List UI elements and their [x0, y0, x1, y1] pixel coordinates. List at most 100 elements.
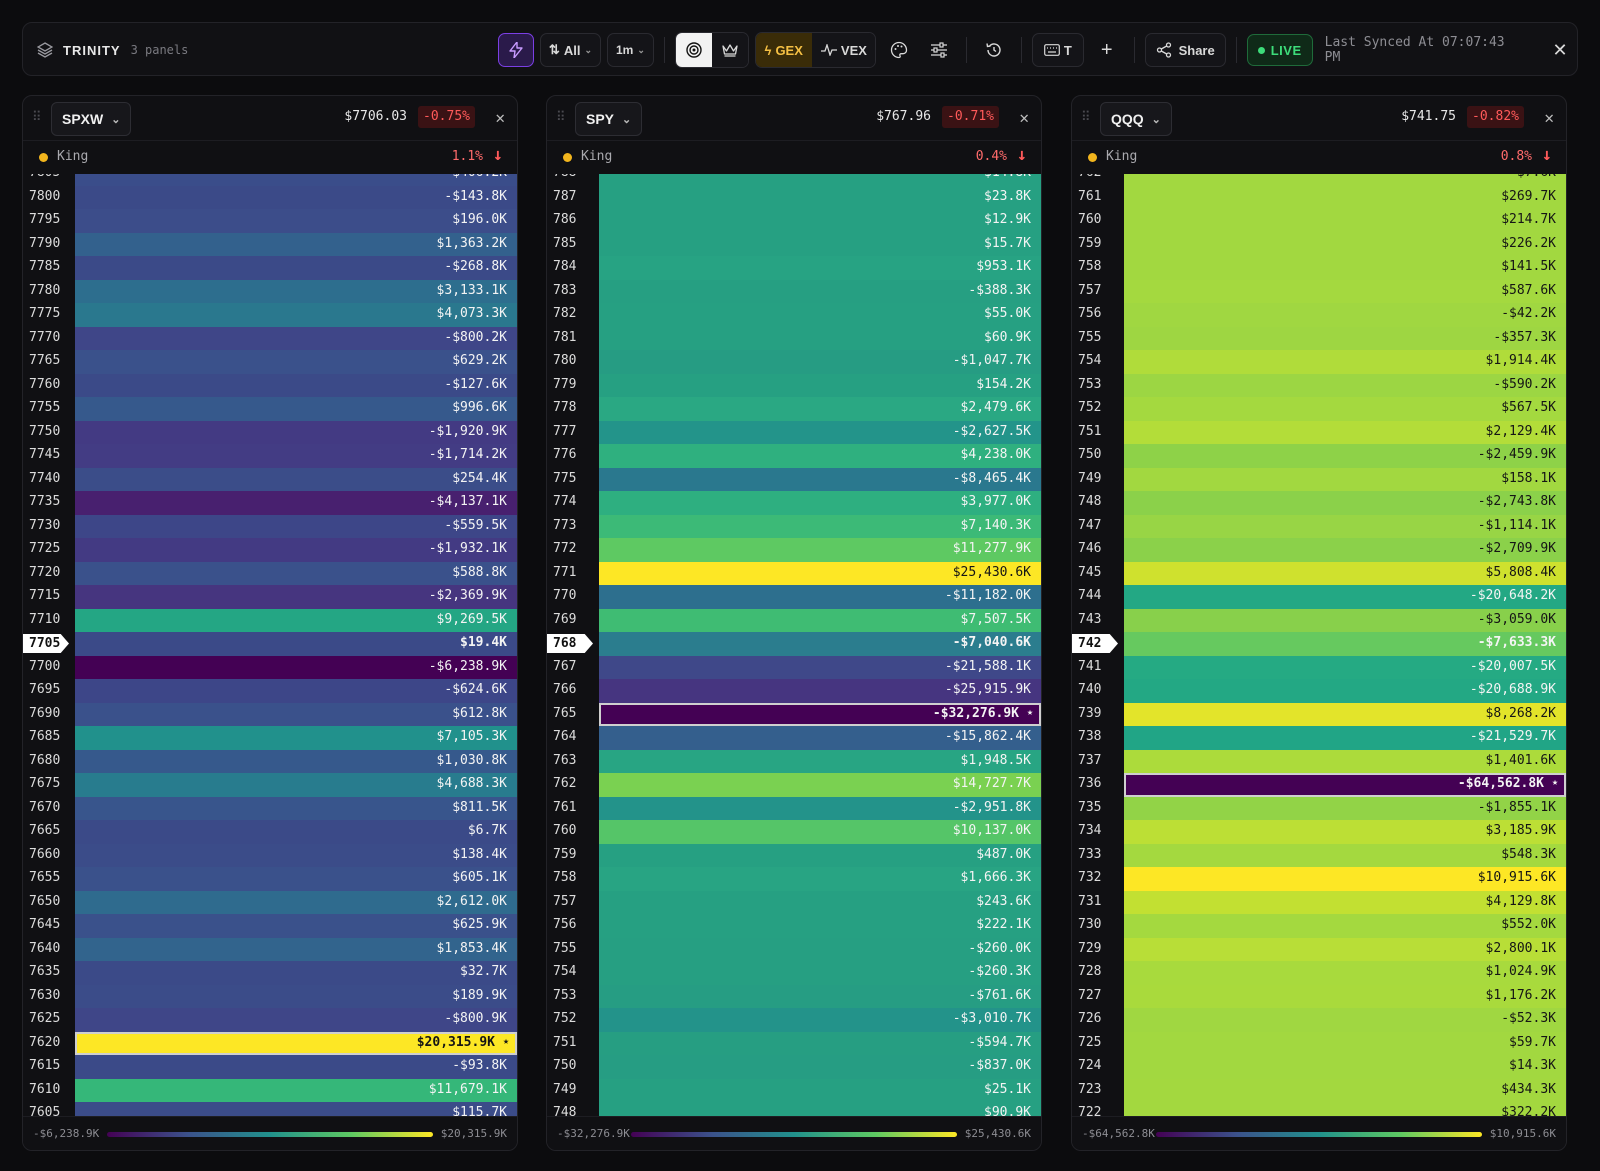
- strike-row[interactable]: 748 -$2,743.8K: [1072, 491, 1566, 515]
- strike-row[interactable]: 7805 $406.2K: [23, 174, 517, 186]
- strike-row[interactable]: 7610 $11,679.1K: [23, 1078, 517, 1102]
- settings-sliders-button[interactable]: [922, 33, 956, 67]
- strike-row[interactable]: 7645 $625.9K: [23, 914, 517, 938]
- strike-row[interactable]: 758 $1,666.3K: [547, 867, 1041, 891]
- add-panel-button[interactable]: +: [1090, 33, 1124, 67]
- strike-row[interactable]: 7775 $4,073.3K: [23, 303, 517, 327]
- strike-row[interactable]: 7700 -$6,238.9K: [23, 655, 517, 679]
- strike-row[interactable]: 757 $587.6K: [1072, 279, 1566, 303]
- strike-row[interactable]: 770 -$11,182.0K: [547, 585, 1041, 609]
- strike-row[interactable]: 761 $269.7K: [1072, 185, 1566, 209]
- strike-row[interactable]: 762 $7.6K: [1072, 174, 1566, 186]
- symbol-select[interactable]: QQQ ⌄: [1100, 102, 1172, 136]
- strike-row[interactable]: 751 -$594.7K: [547, 1031, 1041, 1055]
- strike-row[interactable]: 757 $243.6K: [547, 890, 1041, 914]
- strike-row[interactable]: 7605 $115.7K: [23, 1102, 517, 1116]
- drag-handle-icon[interactable]: ⠿: [32, 110, 42, 125]
- share-button[interactable]: Share: [1144, 33, 1226, 67]
- strike-row[interactable]: 7740 $254.4K: [23, 467, 517, 491]
- strike-row[interactable]: 756 $222.1K: [547, 914, 1041, 938]
- strike-row[interactable]: 7785 -$268.8K: [23, 256, 517, 280]
- strike-row[interactable]: 760 $10,137.0K: [547, 820, 1041, 844]
- strike-row[interactable]: 7780 $3,133.1K: [23, 279, 517, 303]
- strike-row[interactable]: 7725 -$1,932.1K: [23, 538, 517, 562]
- strike-row[interactable]: 787 $23.8K: [547, 185, 1041, 209]
- strike-row[interactable]: 7670 $811.5K: [23, 796, 517, 820]
- strike-row[interactable]: 763 $1,948.5K: [547, 749, 1041, 773]
- strike-row[interactable]: 729 $2,800.1K: [1072, 937, 1566, 961]
- strike-row[interactable]: 7630 $189.9K: [23, 984, 517, 1008]
- text-mode-button[interactable]: T: [1031, 33, 1084, 67]
- bolt-button[interactable]: [498, 33, 534, 67]
- strike-row[interactable]: 740 -$20,688.9K: [1072, 679, 1566, 703]
- strike-row[interactable]: 7755 $996.6K: [23, 397, 517, 421]
- strike-row[interactable]: 776 $4,238.0K: [547, 444, 1041, 468]
- strike-row[interactable]: 766 -$25,915.9K: [547, 679, 1041, 703]
- strike-row[interactable]: 723 $434.3K: [1072, 1078, 1566, 1102]
- palette-button[interactable]: [882, 33, 916, 67]
- strike-row[interactable]: 7795 $196.0K: [23, 209, 517, 233]
- strike-row[interactable]: 781 $60.9K: [547, 326, 1041, 350]
- strike-row[interactable]: 750 -$837.0K: [547, 1055, 1041, 1079]
- strike-row[interactable]: 759 $226.2K: [1072, 232, 1566, 256]
- strike-row[interactable]: 7765 $629.2K: [23, 350, 517, 374]
- strike-row[interactable]: 783 -$388.3K: [547, 279, 1041, 303]
- strike-row[interactable]: 728 $1,024.9K: [1072, 961, 1566, 985]
- strike-row[interactable]: 755 -$357.3K: [1072, 326, 1566, 350]
- close-panel-icon[interactable]: ✕: [495, 108, 505, 127]
- strike-row[interactable]: 7790 $1,363.2K: [23, 232, 517, 256]
- strike-row[interactable]: 752 $567.5K: [1072, 397, 1566, 421]
- crown-button[interactable]: [711, 33, 748, 67]
- strike-row[interactable]: 7620 $20,315.9K ★: [23, 1031, 517, 1055]
- strike-row[interactable]: 7770 -$800.2K: [23, 326, 517, 350]
- close-panel-icon[interactable]: ✕: [1544, 108, 1554, 127]
- strike-row[interactable]: 7690 $612.8K: [23, 702, 517, 726]
- strike-row[interactable]: 750 -$2,459.9K: [1072, 444, 1566, 468]
- target-button[interactable]: [675, 33, 712, 67]
- strike-row[interactable]: 747 -$1,114.1K: [1072, 514, 1566, 538]
- strike-row[interactable]: 752 -$3,010.7K: [547, 1008, 1041, 1032]
- strike-row[interactable]: 725 $59.7K: [1072, 1031, 1566, 1055]
- strike-row[interactable]: 788 -$14.8K: [547, 174, 1041, 186]
- close-panel-icon[interactable]: ✕: [1019, 108, 1029, 127]
- strike-row[interactable]: 745 $5,808.4K: [1072, 561, 1566, 585]
- strike-row[interactable]: 742 -$7,633.3K: [1072, 632, 1566, 656]
- strike-row[interactable]: 7665 $6.7K: [23, 820, 517, 844]
- strike-ladder[interactable]: 762$7.6K761$269.7K760$214.7K759$226.2K75…: [1072, 174, 1566, 1116]
- strike-row[interactable]: 754 $1,914.4K: [1072, 350, 1566, 374]
- strike-row[interactable]: 746 -$2,709.9K: [1072, 538, 1566, 562]
- strike-row[interactable]: 7685 $7,105.3K: [23, 726, 517, 750]
- strike-row[interactable]: 731 $4,129.8K: [1072, 890, 1566, 914]
- strike-row[interactable]: 7800 -$143.8K: [23, 185, 517, 209]
- strike-row[interactable]: 743 -$3,059.0K: [1072, 608, 1566, 632]
- strike-row[interactable]: 737 $1,401.6K: [1072, 749, 1566, 773]
- drag-handle-icon[interactable]: ⠿: [1081, 110, 1091, 125]
- vex-toggle[interactable]: VEX: [811, 33, 876, 67]
- strike-row[interactable]: 730 $552.0K: [1072, 914, 1566, 938]
- strike-row[interactable]: 7735 -$4,137.1K: [23, 491, 517, 515]
- strike-row[interactable]: 7760 -$127.6K: [23, 373, 517, 397]
- strike-row[interactable]: 749 $158.1K: [1072, 467, 1566, 491]
- strike-row[interactable]: 758 $141.5K: [1072, 256, 1566, 280]
- strike-row[interactable]: 778 $2,479.6K: [547, 397, 1041, 421]
- strike-row[interactable]: 744 -$20,648.2K: [1072, 585, 1566, 609]
- strike-row[interactable]: 7745 -$1,714.2K: [23, 444, 517, 468]
- strike-row[interactable]: 779 $154.2K: [547, 373, 1041, 397]
- strike-row[interactable]: 741 -$20,007.5K: [1072, 655, 1566, 679]
- strike-row[interactable]: 7720 $588.8K: [23, 561, 517, 585]
- strike-row[interactable]: 774 $3,977.0K: [547, 491, 1041, 515]
- strike-row[interactable]: 771 $25,430.6K: [547, 561, 1041, 585]
- strike-row[interactable]: 724 $14.3K: [1072, 1055, 1566, 1079]
- strike-row[interactable]: 735 -$1,855.1K: [1072, 796, 1566, 820]
- strike-row[interactable]: 767 -$21,588.1K: [547, 655, 1041, 679]
- strike-row[interactable]: 7650 $2,612.0K: [23, 890, 517, 914]
- strike-row[interactable]: 772 $11,277.9K: [547, 538, 1041, 562]
- strike-row[interactable]: 748 $90.9K: [547, 1102, 1041, 1116]
- strike-row[interactable]: 749 $25.1K: [547, 1078, 1041, 1102]
- strike-row[interactable]: 7705 $19.4K: [23, 632, 517, 656]
- strike-row[interactable]: 785 $15.7K: [547, 232, 1041, 256]
- strike-row[interactable]: 7625 -$800.9K: [23, 1008, 517, 1032]
- strike-row[interactable]: 738 -$21,529.7K: [1072, 726, 1566, 750]
- strike-row[interactable]: 753 -$590.2K: [1072, 373, 1566, 397]
- strike-row[interactable]: 775 -$8,465.4K: [547, 467, 1041, 491]
